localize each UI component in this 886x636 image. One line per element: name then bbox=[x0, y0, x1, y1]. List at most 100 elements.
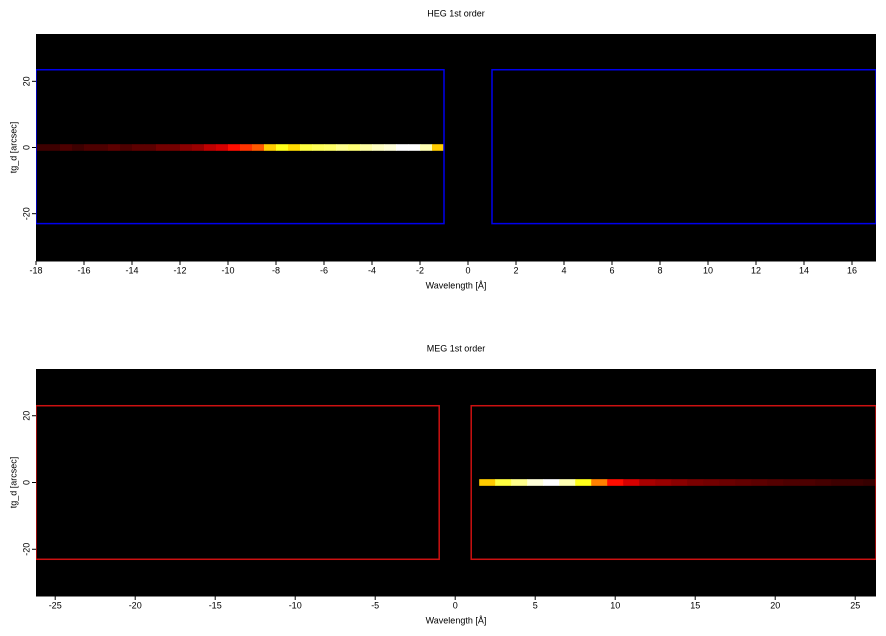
x-tick-label: -20 bbox=[129, 600, 142, 610]
y-axis-label: tg_d [arcsec] bbox=[8, 122, 18, 174]
pixel bbox=[815, 479, 832, 486]
pixel bbox=[336, 144, 349, 151]
y-tick-label: 0 bbox=[21, 480, 31, 485]
x-tick-label: 5 bbox=[533, 600, 538, 610]
plot-content bbox=[36, 68, 876, 225]
pixel bbox=[276, 144, 289, 151]
region bbox=[491, 68, 876, 225]
pixel bbox=[831, 479, 848, 486]
pixel bbox=[408, 144, 421, 151]
x-tick-label: -10 bbox=[221, 265, 234, 275]
x-tick-label: -5 bbox=[371, 600, 379, 610]
x-tick-label: -2 bbox=[416, 265, 424, 275]
x-axis-label: Wavelength [Å] bbox=[426, 615, 487, 625]
pixel bbox=[264, 144, 277, 151]
pixel bbox=[168, 144, 181, 151]
pixel bbox=[180, 144, 193, 151]
pixel bbox=[108, 144, 121, 151]
pixel bbox=[511, 479, 528, 486]
x-tick-label: 6 bbox=[609, 265, 614, 275]
x-tick-label: 16 bbox=[847, 265, 857, 275]
pixel bbox=[575, 479, 592, 486]
x-tick-label: 2 bbox=[513, 265, 518, 275]
x-tick-label: 12 bbox=[751, 265, 761, 275]
pixel bbox=[84, 144, 97, 151]
pixel bbox=[132, 144, 145, 151]
pixel bbox=[735, 479, 752, 486]
y-tick-label: -20 bbox=[21, 207, 31, 220]
pixel bbox=[719, 479, 736, 486]
x-tick-label: -10 bbox=[289, 600, 302, 610]
pixel bbox=[767, 479, 784, 486]
pixel bbox=[240, 144, 253, 151]
pixel bbox=[751, 479, 768, 486]
pixel bbox=[655, 479, 672, 486]
pixel bbox=[799, 479, 816, 486]
x-tick-label: -18 bbox=[29, 265, 42, 275]
chart-title: MEG 1st order bbox=[427, 343, 486, 353]
pixel bbox=[847, 479, 864, 486]
pixel bbox=[348, 144, 361, 151]
pixel bbox=[420, 144, 433, 151]
x-tick-label: 8 bbox=[657, 265, 662, 275]
x-tick-label: 20 bbox=[770, 600, 780, 610]
x-tick-label: 10 bbox=[703, 265, 713, 275]
y-axis-label: tg_d [arcsec] bbox=[8, 457, 18, 509]
x-tick-label: 25 bbox=[850, 600, 860, 610]
pixel bbox=[495, 479, 512, 486]
pixel bbox=[607, 479, 624, 486]
pixel bbox=[384, 144, 397, 151]
x-tick-label: -6 bbox=[320, 265, 328, 275]
pixel bbox=[783, 479, 800, 486]
pixel bbox=[396, 144, 409, 151]
pixel bbox=[252, 144, 265, 151]
x-tick-label: -16 bbox=[77, 265, 90, 275]
pixel bbox=[559, 479, 576, 486]
pixel bbox=[72, 144, 85, 151]
x-tick-label: 15 bbox=[690, 600, 700, 610]
pixel bbox=[543, 479, 560, 486]
pixel bbox=[479, 479, 496, 486]
pixel bbox=[703, 479, 720, 486]
chart-title: HEG 1st order bbox=[427, 8, 485, 18]
pixel bbox=[96, 144, 109, 151]
x-tick-label: 4 bbox=[561, 265, 566, 275]
pixel bbox=[360, 144, 373, 151]
pixel bbox=[623, 479, 640, 486]
x-tick-label: -8 bbox=[272, 265, 280, 275]
pixel bbox=[432, 144, 445, 151]
x-tick-label: -15 bbox=[209, 600, 222, 610]
x-tick-label: 14 bbox=[799, 265, 809, 275]
pixel bbox=[312, 144, 325, 151]
pixel bbox=[60, 144, 73, 151]
x-tick-label: 10 bbox=[610, 600, 620, 610]
x-tick-label: -4 bbox=[368, 265, 376, 275]
y-tick-label: -20 bbox=[21, 543, 31, 556]
pixel bbox=[324, 144, 337, 151]
pixel bbox=[156, 144, 169, 151]
pixel bbox=[288, 144, 301, 151]
region bbox=[36, 404, 440, 561]
pixel bbox=[687, 479, 704, 486]
x-tick-label: 0 bbox=[453, 600, 458, 610]
pixel bbox=[671, 479, 688, 486]
pixel bbox=[300, 144, 313, 151]
y-tick-label: 20 bbox=[21, 411, 31, 421]
pixel bbox=[144, 144, 157, 151]
region bbox=[470, 404, 876, 561]
pixel bbox=[216, 144, 229, 151]
plot-content bbox=[36, 404, 876, 561]
region bbox=[36, 68, 445, 225]
y-tick-label: 20 bbox=[21, 76, 31, 86]
pixel bbox=[48, 144, 61, 151]
y-tick-label: 0 bbox=[21, 145, 31, 150]
x-tick-label: -25 bbox=[49, 600, 62, 610]
pixel bbox=[863, 479, 876, 486]
x-tick-label: -14 bbox=[125, 265, 138, 275]
pixel bbox=[120, 144, 133, 151]
pixel bbox=[639, 479, 656, 486]
pixel bbox=[36, 144, 49, 151]
pixel bbox=[372, 144, 385, 151]
x-tick-label: 0 bbox=[465, 265, 470, 275]
